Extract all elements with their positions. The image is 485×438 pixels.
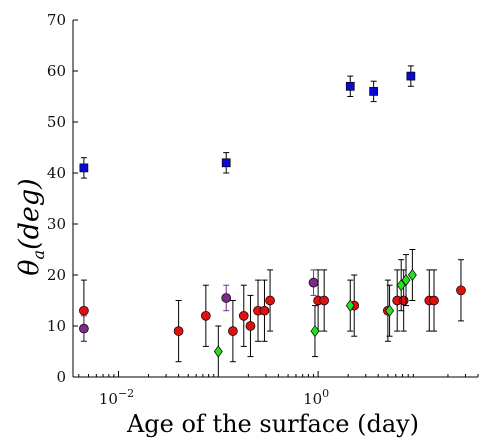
circle-point [173, 326, 184, 336]
circle-point [79, 305, 89, 316]
diamond-point [407, 268, 417, 282]
diamond-point [401, 274, 411, 287]
diamond-point [385, 304, 395, 317]
circle-point [79, 323, 89, 334]
x-tick-label: 10−2 [99, 387, 134, 408]
x-tick-label: 100 [303, 387, 329, 408]
y-tick-label: 70 [47, 11, 66, 29]
y-axis-symbol: θ [14, 259, 45, 275]
circle-point [245, 321, 256, 331]
circle-point [308, 277, 319, 288]
square-point [406, 71, 416, 81]
y-axis-unit: (deg) [14, 178, 45, 250]
y-tick-label: 40 [47, 164, 66, 182]
y-axis-subscript: a [29, 250, 48, 260]
y-tick-label: 0 [56, 368, 66, 386]
circle-point [259, 305, 270, 316]
square-point [221, 158, 231, 168]
data-points [79, 65, 466, 378]
square-point [345, 81, 355, 91]
y-tick-label: 20 [47, 266, 66, 284]
diamond-point [213, 345, 223, 358]
plot-axes [72, 20, 478, 378]
circle-point [265, 295, 275, 306]
diamond-point [396, 279, 406, 292]
y-tick-label: 10 [47, 317, 66, 335]
square-point [369, 87, 378, 96]
y-tick-label: 30 [47, 215, 66, 233]
x-axis-label: Age of the surface (day) [126, 410, 419, 438]
circle-point [238, 310, 249, 321]
square-point [79, 163, 89, 173]
y-axis-label: θa(deg) [14, 178, 48, 275]
axis-ticks: 0 10 20 30 40 50 60 70 10−2 100 [47, 11, 479, 408]
circle-point [200, 310, 211, 321]
circle-point [228, 326, 238, 336]
circle-point [429, 295, 439, 306]
circle-point [456, 285, 466, 296]
circle-point [319, 295, 330, 306]
y-tick-label: 60 [47, 62, 66, 80]
diamond-point [345, 299, 355, 312]
y-tick-label: 50 [47, 113, 66, 131]
diamond-point [310, 325, 320, 338]
circle-point [398, 295, 409, 306]
circle-point [221, 293, 232, 303]
